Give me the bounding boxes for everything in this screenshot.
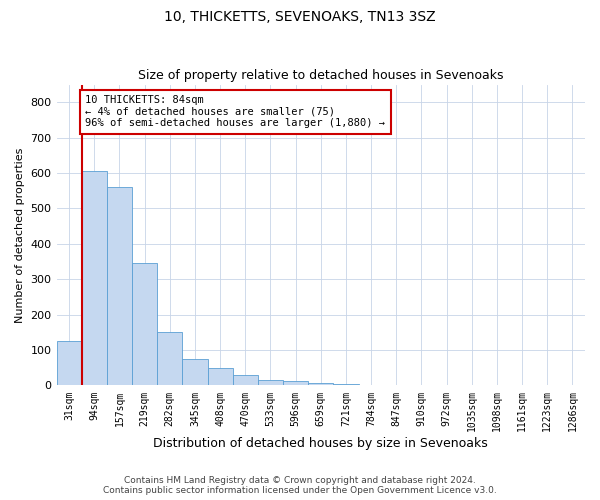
Bar: [258, 380, 283, 386]
Bar: [283, 381, 308, 386]
X-axis label: Distribution of detached houses by size in Sevenoaks: Distribution of detached houses by size …: [154, 437, 488, 450]
Bar: [82, 172, 107, 386]
Bar: [157, 332, 182, 386]
Bar: [182, 359, 208, 386]
Text: 10 THICKETTS: 84sqm
← 4% of detached houses are smaller (75)
96% of semi-detache: 10 THICKETTS: 84sqm ← 4% of detached hou…: [85, 95, 385, 128]
Text: Contains HM Land Registry data © Crown copyright and database right 2024.
Contai: Contains HM Land Registry data © Crown c…: [103, 476, 497, 495]
Bar: [132, 262, 157, 386]
Bar: [107, 187, 132, 386]
Bar: [233, 375, 258, 386]
Text: 10, THICKETTS, SEVENOAKS, TN13 3SZ: 10, THICKETTS, SEVENOAKS, TN13 3SZ: [164, 10, 436, 24]
Bar: [56, 341, 82, 386]
Bar: [208, 368, 233, 386]
Bar: [334, 384, 359, 386]
Bar: [308, 382, 334, 386]
Bar: [359, 385, 383, 386]
Title: Size of property relative to detached houses in Sevenoaks: Size of property relative to detached ho…: [138, 69, 503, 82]
Y-axis label: Number of detached properties: Number of detached properties: [15, 148, 25, 322]
